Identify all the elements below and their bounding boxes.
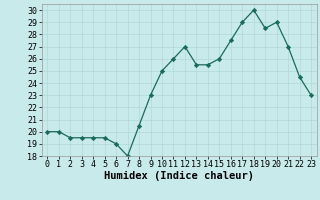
X-axis label: Humidex (Indice chaleur): Humidex (Indice chaleur) xyxy=(104,171,254,181)
